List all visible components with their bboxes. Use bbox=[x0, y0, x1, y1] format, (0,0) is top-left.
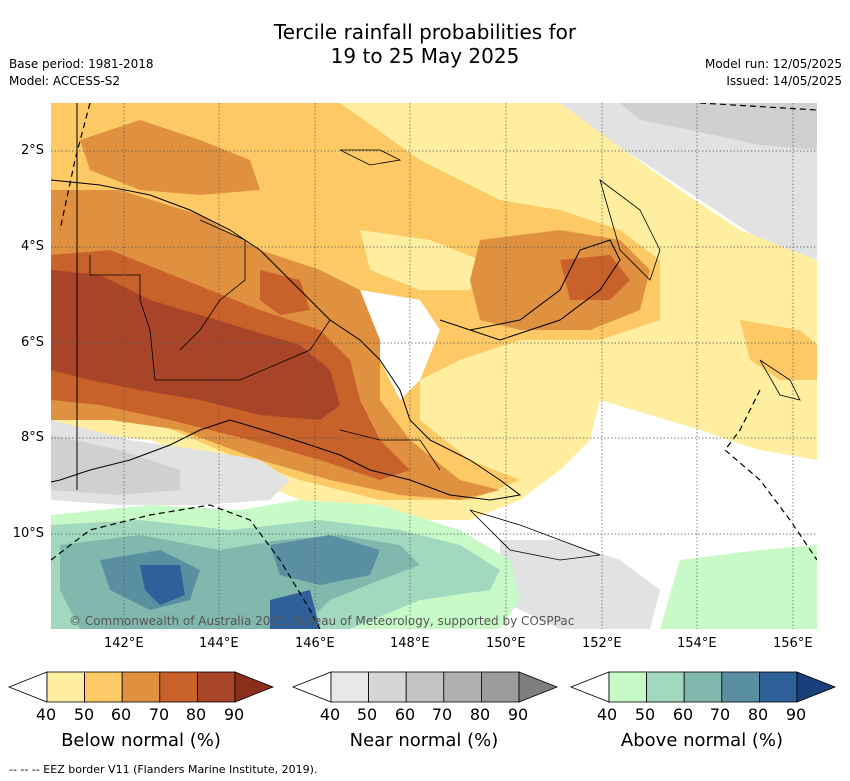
cbar-above-tick: 50 bbox=[634, 705, 656, 724]
cbar-above-tick: 90 bbox=[785, 705, 807, 724]
colorbar-below-normal bbox=[7, 671, 275, 703]
colorbar-extend-high bbox=[796, 671, 837, 703]
cbar-near-tick: 50 bbox=[356, 705, 378, 724]
cbar-below-tick: 80 bbox=[185, 705, 207, 724]
lon-label: 154°E bbox=[677, 636, 717, 651]
title-line-2: 19 to 25 May 2025 bbox=[330, 44, 520, 68]
cbar-below-title: Below normal (%) bbox=[61, 730, 221, 751]
cbar-above-tick: 60 bbox=[672, 705, 694, 724]
cbar-above-tick: 80 bbox=[747, 705, 769, 724]
lon-label: 156°E bbox=[773, 636, 813, 651]
cbar-above-title: Above normal (%) bbox=[620, 730, 784, 751]
probability-fields: © Commonwealth of Australia 2025, Bureau… bbox=[51, 103, 817, 629]
colorbar-segment bbox=[759, 671, 798, 703]
colorbar-segment bbox=[480, 671, 520, 703]
lon-label: 152°E bbox=[582, 636, 622, 651]
meta-right: Model run: 12/05/2025 Issued: 14/05/2025 bbox=[705, 56, 842, 90]
colorbar-segment bbox=[608, 671, 647, 703]
meta-left: Base period: 1981-2018 Model: ACCESS-S2 bbox=[9, 56, 154, 90]
cbar-above-tick: 70 bbox=[709, 705, 731, 724]
cbar-near-tick: 60 bbox=[394, 705, 416, 724]
colorbar-segment bbox=[84, 671, 123, 703]
colorbars bbox=[7, 671, 837, 703]
colorbar-extend-low bbox=[569, 671, 610, 703]
cbar-above-tick: 40 bbox=[596, 705, 618, 724]
colorbar-segment bbox=[121, 671, 161, 703]
colorbar-extend-high bbox=[234, 671, 275, 703]
cbar-near-tick: 80 bbox=[469, 705, 491, 724]
lon-label: 142°E bbox=[104, 636, 144, 651]
cbar-near-title: Near normal (%) bbox=[349, 730, 499, 751]
cbar-below-tick: 70 bbox=[148, 705, 170, 724]
colorbar-segment bbox=[330, 671, 369, 703]
cbar-below-tick: 60 bbox=[110, 705, 132, 724]
colorbar-segment bbox=[646, 671, 685, 703]
base-period-label: Base period: 1981-2018 bbox=[9, 57, 154, 71]
colorbar-extend-high bbox=[518, 671, 559, 703]
colorbar-segment bbox=[159, 671, 198, 703]
issued-label: Issued: 14/05/2025 bbox=[726, 74, 842, 88]
colorbar-segment bbox=[443, 671, 482, 703]
lon-label: 148°E bbox=[390, 636, 430, 651]
lon-label: 144°E bbox=[199, 636, 239, 651]
colorbar-segment bbox=[683, 671, 723, 703]
copyright-credit: © Commonwealth of Australia 2025, Bureau… bbox=[69, 614, 574, 628]
colorbar-extend-low bbox=[291, 671, 332, 703]
colorbar-extend-low bbox=[7, 671, 48, 703]
colorbar-segment bbox=[368, 671, 407, 703]
lon-label: 146°E bbox=[295, 636, 335, 651]
model-label: Model: ACCESS-S2 bbox=[9, 74, 121, 88]
lon-label: 150°E bbox=[486, 636, 526, 651]
cbar-below-tick: 90 bbox=[223, 705, 245, 724]
colorbar-segment bbox=[721, 671, 760, 703]
colorbar-segment bbox=[46, 671, 85, 703]
colorbar-near-normal bbox=[291, 671, 559, 703]
cbar-near-tick: 40 bbox=[319, 705, 341, 724]
lat-label: 6°S bbox=[20, 335, 44, 350]
lat-label: 4°S bbox=[20, 239, 44, 254]
colorbar-above-normal bbox=[569, 671, 837, 703]
lat-label: 10°S bbox=[12, 526, 44, 541]
cbar-near-tick: 70 bbox=[431, 705, 453, 724]
title-line-1: Tercile rainfall probabilities for bbox=[273, 20, 577, 44]
lat-label: 8°S bbox=[20, 430, 44, 445]
colorbar-segment bbox=[405, 671, 445, 703]
colorbar-segment bbox=[196, 671, 236, 703]
cbar-near-tick: 90 bbox=[507, 705, 529, 724]
eez-footnote: -- -- -- EEZ border V11 (Flanders Marine… bbox=[9, 763, 318, 776]
cbar-below-tick: 40 bbox=[35, 705, 57, 724]
cbar-below-tick: 50 bbox=[73, 705, 95, 724]
model-run-label: Model run: 12/05/2025 bbox=[704, 57, 842, 71]
map-title: Tercile rainfall probabilities for 19 to… bbox=[0, 20, 850, 68]
lat-label: 2°S bbox=[20, 143, 44, 158]
